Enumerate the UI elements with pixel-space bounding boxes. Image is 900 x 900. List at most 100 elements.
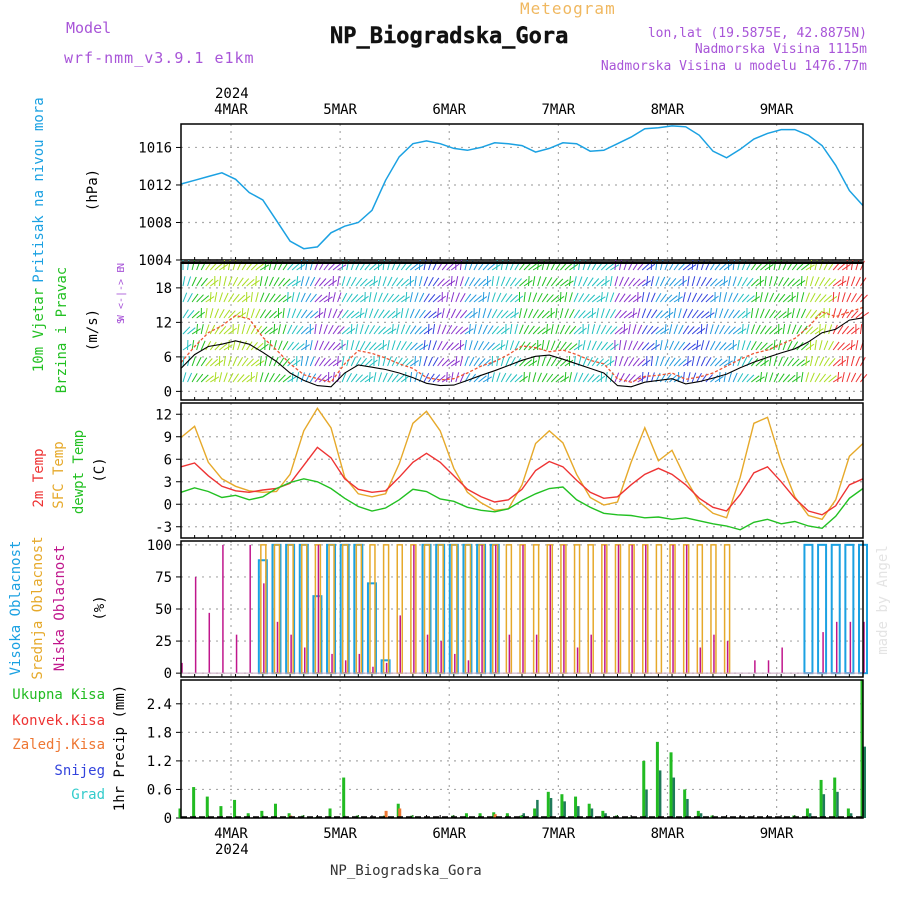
wind-barb (391, 373, 399, 383)
wind-barb (650, 276, 654, 287)
wind-barb (787, 295, 797, 303)
wind-barb (623, 340, 627, 351)
wind-barb (769, 292, 775, 303)
wind-barb (296, 325, 304, 335)
wind-barb (532, 326, 541, 335)
wind-barb (314, 277, 321, 287)
wind-barb (537, 276, 542, 287)
wind-barb (646, 263, 656, 271)
wind-barb (855, 293, 863, 303)
wind-barb (319, 295, 328, 303)
precip-label-convective: Konvek.Kisa (12, 713, 105, 729)
wind-barb (428, 311, 437, 319)
wind-barb (446, 292, 449, 303)
wind-barb (810, 327, 819, 335)
precip-bar-total (587, 803, 591, 818)
wind-barb (200, 357, 208, 367)
wind-barb (791, 308, 795, 319)
wind-barb (741, 356, 748, 367)
wind-barb (482, 291, 485, 303)
wind-barb (596, 358, 604, 367)
wind-barb (196, 277, 203, 287)
wind-barb (541, 328, 551, 335)
y-tick-label: 1.2 (147, 754, 172, 770)
pressure-line (180, 125, 864, 250)
wind-barb (250, 359, 260, 367)
wind-barb (682, 342, 691, 351)
bottom-date-label: 9MAR (760, 826, 794, 842)
wind-barb (219, 263, 228, 271)
wind-barb (191, 310, 200, 319)
wind-barb (714, 341, 722, 351)
wind-barb (619, 327, 629, 335)
wind-barb (750, 324, 756, 335)
wind-barb (637, 324, 643, 335)
wind-barb (537, 372, 542, 383)
precip-bar-total (655, 741, 659, 818)
wind-barb (769, 309, 776, 319)
wind-barb (787, 374, 796, 383)
wind-unit: (m/s) (85, 309, 101, 351)
wind-barb (723, 292, 728, 303)
precip-bar-total (328, 808, 332, 818)
wind-barb (596, 341, 603, 351)
precip-bar-snow (836, 791, 839, 818)
wind-barb (273, 323, 276, 335)
wind-barb (255, 325, 263, 335)
wind-barb (623, 277, 630, 287)
wind-barb (664, 311, 674, 319)
wind-barb (764, 263, 774, 271)
wind-barb (614, 327, 623, 335)
wind-barb (682, 359, 692, 367)
wind-barb (459, 356, 464, 367)
wind-barb (278, 295, 287, 303)
wind-barb (796, 292, 799, 303)
wind-barb (832, 358, 841, 367)
wind-barb (410, 359, 419, 367)
cloud-title-2: Srednja Oblacnost (30, 536, 46, 679)
wind-barb (319, 278, 327, 287)
wind-barb (591, 357, 599, 367)
wind-barb (701, 311, 710, 319)
wind-barb (514, 324, 518, 335)
wind-barb (841, 276, 844, 287)
wind-barb (314, 294, 323, 303)
wind-barb (709, 340, 716, 351)
wind-legend-south: S (116, 318, 127, 324)
wind-barb (532, 309, 539, 319)
precip-bar-total (710, 815, 714, 818)
wind-barb (450, 308, 457, 319)
temp-frame (180, 402, 864, 539)
wind-barb (846, 276, 850, 287)
wind-barb (841, 343, 851, 351)
wind-barb (400, 375, 410, 383)
wind-barb (546, 356, 552, 367)
wind-barb (560, 376, 570, 383)
wind-barb (414, 343, 424, 351)
wind-barb (728, 343, 738, 351)
wind-barb (409, 308, 415, 319)
wind-barb (569, 308, 575, 319)
wind-barb (314, 373, 322, 383)
pressure-frame (180, 123, 864, 261)
wind-barb (737, 356, 742, 367)
wind-barb (832, 291, 835, 303)
wind-barb (278, 357, 285, 367)
wind-barb (678, 279, 687, 287)
meteogram-subtitle: Meteogram (520, 0, 616, 18)
wind-barb (719, 280, 729, 287)
precip-bar-total (819, 779, 823, 818)
wind-barb (264, 327, 273, 335)
wind-barb (514, 374, 523, 383)
wind-barb (582, 276, 589, 287)
wind-barb (391, 340, 396, 351)
wind-barb (605, 325, 613, 335)
wind-barb (418, 276, 423, 287)
wind-barb (646, 372, 650, 383)
wind-barb (646, 308, 652, 319)
temp-sfc-line (180, 407, 864, 521)
wind-barb (778, 373, 785, 383)
wind-barb (350, 294, 359, 303)
coords-text: lon,lat (19.5875E, 42.8875N) (648, 26, 867, 41)
wind-barb (609, 276, 613, 287)
